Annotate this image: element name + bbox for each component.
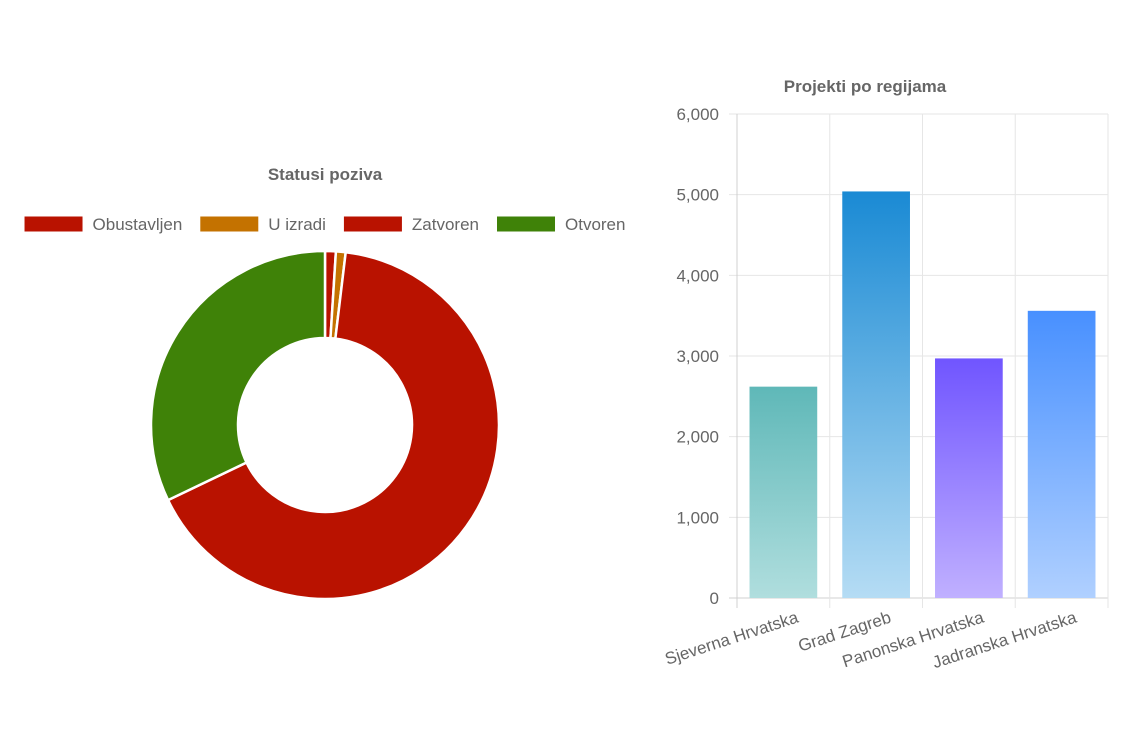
- legend-swatch: [200, 216, 259, 232]
- legend-swatch: [24, 216, 83, 232]
- bar-chart-title: Projekti po regijama: [784, 77, 947, 96]
- legend-item-otvoren[interactable]: Otvoren: [497, 215, 625, 234]
- legend-item-zatvoren[interactable]: Zatvoren: [343, 215, 479, 234]
- y-tick-label: 5,000: [676, 186, 719, 205]
- donut-slices: [149, 249, 501, 601]
- bar-panonska-hrvatska[interactable]: [935, 358, 1003, 598]
- x-tick-label: Sjeverna Hrvatska: [663, 608, 801, 669]
- donut-chart: Statusi poziva Obustavljen U izradi Zatvor…: [24, 165, 625, 601]
- legend-item-u-izradi[interactable]: U izradi: [200, 215, 326, 234]
- legend-swatch: [497, 216, 556, 232]
- y-tick-label: 1,000: [676, 508, 719, 527]
- bar-jadranska-hrvatska[interactable]: [1027, 310, 1096, 598]
- donut-chart-title: Statusi poziva: [268, 165, 383, 184]
- legend-label: U izradi: [268, 215, 326, 234]
- legend-label: Zatvoren: [412, 215, 479, 234]
- y-tick-label: 2,000: [676, 428, 719, 447]
- bar-chart: Projekti po regijama 0 1,000 2,000 3,000 4,0…: [663, 77, 1109, 672]
- legend-swatch: [343, 216, 402, 232]
- donut-slice-zatvoren[interactable]: [166, 250, 501, 601]
- bar-sjeverna-hrvatska[interactable]: [749, 386, 818, 598]
- y-tick-label: 3,000: [676, 347, 719, 366]
- bar-series: [749, 191, 1096, 598]
- legend-label: Obustavljen: [93, 215, 183, 234]
- y-tick-label: 4,000: [676, 266, 719, 285]
- legend-label: Otvoren: [565, 215, 625, 234]
- donut-legend: Obustavljen U izradi Zatvoren Otvoren: [24, 215, 625, 234]
- bar-grad-zagreb[interactable]: [842, 191, 910, 598]
- donut-slice-otvoren[interactable]: [149, 249, 327, 502]
- legend-item-obustavljen[interactable]: Obustavljen: [24, 215, 183, 234]
- y-tick-label: 0: [710, 589, 719, 608]
- y-tick-label: 6,000: [676, 105, 719, 124]
